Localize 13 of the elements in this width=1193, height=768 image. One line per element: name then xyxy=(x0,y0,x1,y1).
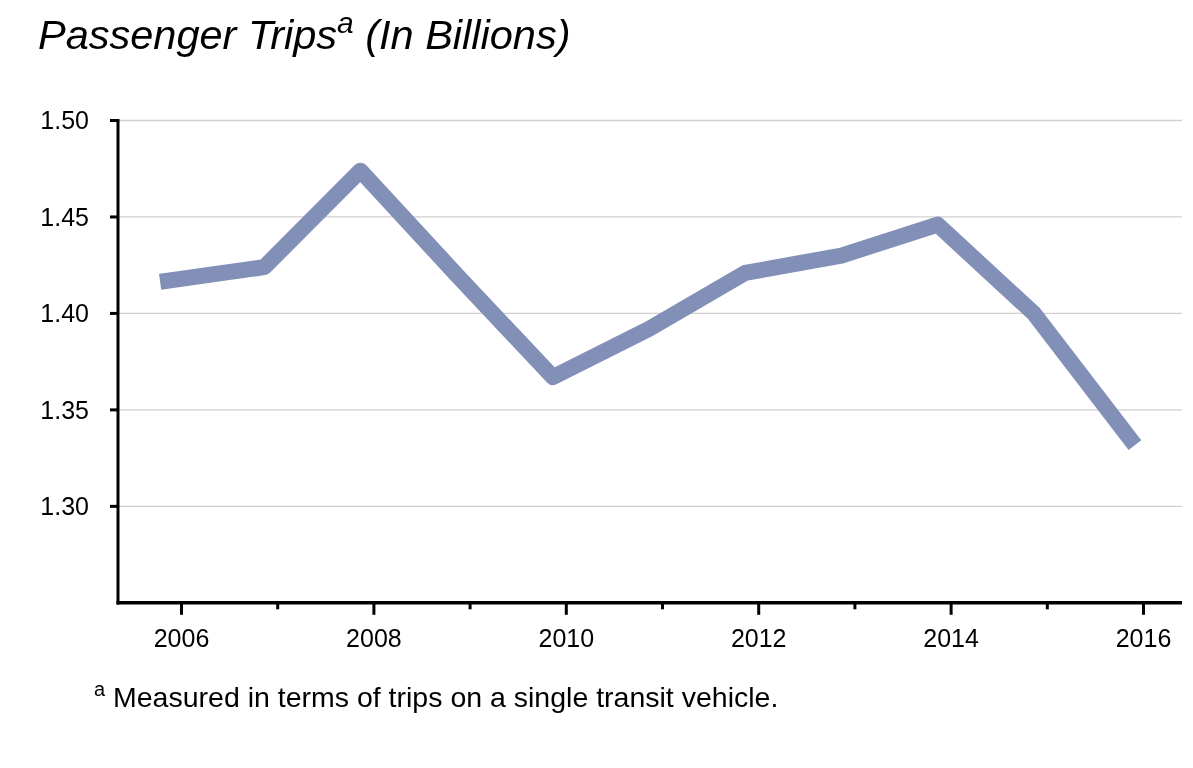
x-tick-label: 2006 xyxy=(153,624,210,652)
x-tick-label: 2014 xyxy=(923,624,980,652)
x-tick-label: 2008 xyxy=(346,624,402,652)
y-tick-label: 1.35 xyxy=(40,395,89,424)
x-tick-label: 2010 xyxy=(538,624,595,652)
x-tick-label: 2012 xyxy=(730,624,787,652)
text: $^{a}$ Measured in terms of trips on a single transit vehicle. xyxy=(94,678,779,713)
y-tick-label: 1.50 xyxy=(40,106,89,135)
x-tick-label: 2016 xyxy=(1115,624,1172,652)
chart-title: Passenger Trips$^{a}$ (In Billions) xyxy=(38,5,571,58)
y-tick-label: 1.45 xyxy=(40,202,89,231)
y-tick-label: 1.30 xyxy=(40,492,89,521)
y-tick-label: 1.40 xyxy=(40,299,89,328)
